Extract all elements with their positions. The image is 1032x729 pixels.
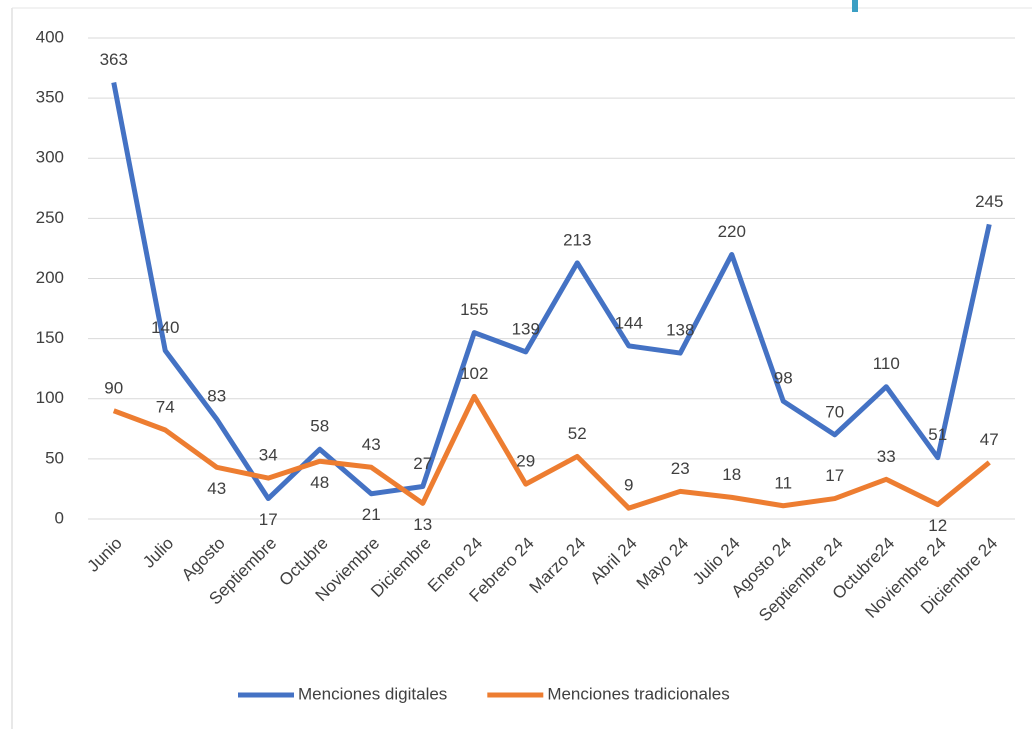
y-tick-label: 200 xyxy=(36,268,64,287)
data-label: 363 xyxy=(100,50,128,69)
x-tick-label: Julio xyxy=(139,534,177,572)
data-label: 21 xyxy=(362,505,381,524)
data-label: 51 xyxy=(928,425,947,444)
y-tick-label: 350 xyxy=(36,88,64,107)
data-label: 102 xyxy=(460,364,488,383)
y-tick-label: 50 xyxy=(45,448,64,467)
x-tick-label: Junio xyxy=(84,534,126,576)
data-label: 52 xyxy=(568,424,587,443)
data-label: 140 xyxy=(151,318,179,337)
data-label: 33 xyxy=(877,447,896,466)
data-label: 110 xyxy=(873,354,900,373)
data-label: 144 xyxy=(615,313,643,332)
data-label: 155 xyxy=(460,300,488,319)
data-label: 58 xyxy=(310,417,329,436)
decor-bar xyxy=(852,0,858,12)
data-label: 11 xyxy=(774,473,792,492)
data-label: 98 xyxy=(774,369,793,388)
x-tick-label: Agosto xyxy=(178,534,229,585)
data-label: 23 xyxy=(671,459,690,478)
data-label: 43 xyxy=(207,479,226,498)
x-tick-label: Mayo 24 xyxy=(633,534,693,594)
data-label: 9 xyxy=(624,476,633,495)
line xyxy=(112,393,991,511)
y-tick-label: 400 xyxy=(36,27,64,46)
data-label: 27 xyxy=(413,454,432,473)
y-tick-label: 150 xyxy=(36,328,64,347)
data-label: 47 xyxy=(980,430,999,449)
data-label: 29 xyxy=(516,452,535,471)
line xyxy=(111,82,992,502)
data-label: 139 xyxy=(512,319,540,338)
data-label: 245 xyxy=(975,192,1003,211)
legend-label: Menciones digitales xyxy=(298,684,447,703)
data-label: 220 xyxy=(718,222,746,241)
data-label: 74 xyxy=(156,397,175,416)
data-label: 213 xyxy=(563,230,591,249)
y-tick-label: 250 xyxy=(36,208,64,227)
data-label: 13 xyxy=(413,515,432,534)
y-tick-label: 100 xyxy=(36,388,64,407)
y-tick-label: 0 xyxy=(55,508,64,527)
data-label: 17 xyxy=(825,466,844,485)
y-tick-label: 300 xyxy=(36,148,64,167)
data-label: 17 xyxy=(259,510,278,529)
data-label: 90 xyxy=(104,378,123,397)
data-label: 83 xyxy=(207,387,226,406)
legend-label: Menciones tradicionales xyxy=(547,684,729,703)
data-label: 12 xyxy=(928,516,947,535)
data-label: 138 xyxy=(666,321,694,340)
data-label: 34 xyxy=(259,446,278,465)
x-tick-label: Marzo 24 xyxy=(526,534,590,598)
data-label: 48 xyxy=(310,473,329,492)
data-label: 18 xyxy=(722,465,741,484)
data-label: 43 xyxy=(362,435,381,454)
data-label: 70 xyxy=(825,402,844,421)
